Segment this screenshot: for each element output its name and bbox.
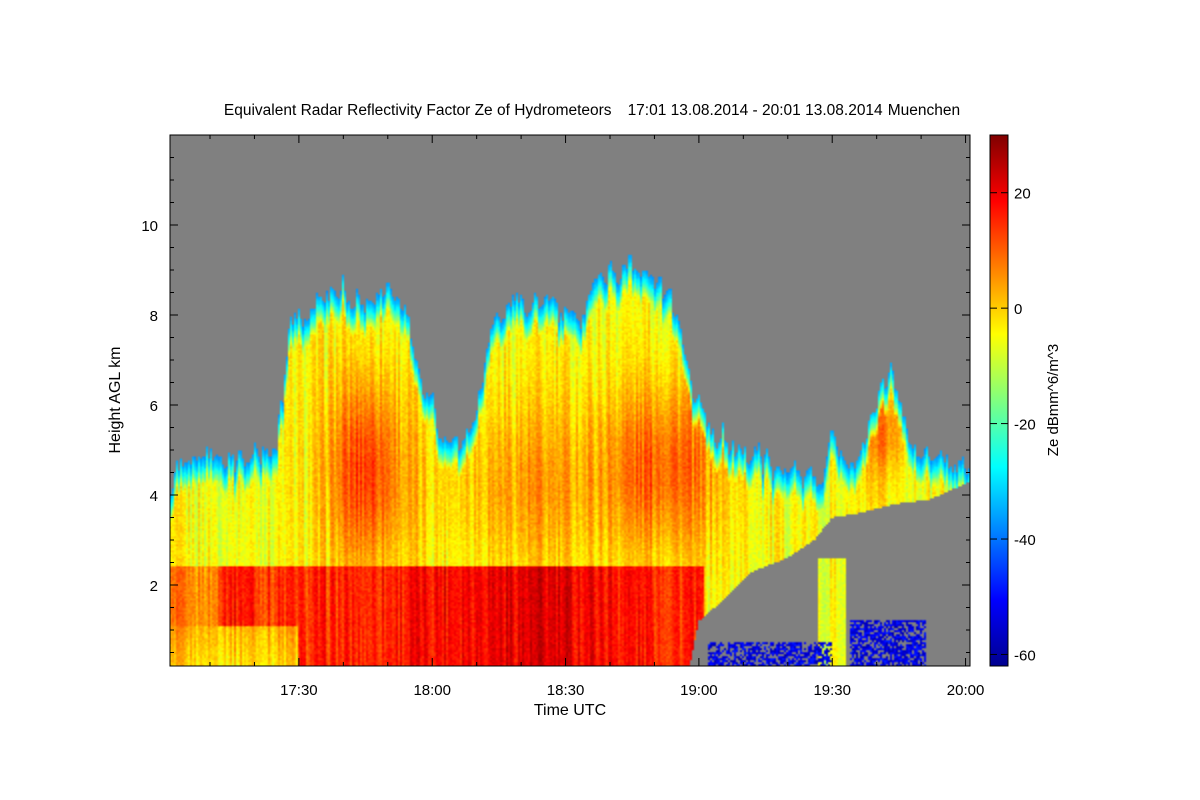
- colorbar: 20 0 -20 -40 -60 Ze dBmm^6/m^3: [989, 134, 1062, 667]
- plot-frame: [169, 134, 971, 667]
- x-axis-label: Time UTC: [534, 702, 606, 719]
- x-tick-label: 19:30: [813, 682, 851, 699]
- colorbar-ramp: [989, 134, 1009, 667]
- chart-title: Equivalent Radar Reflectivity Factor Ze …: [224, 102, 960, 119]
- x-tick-label: 20:00: [947, 682, 985, 699]
- title-station: Muenchen: [888, 102, 960, 119]
- y-tick-label: 8: [150, 308, 158, 325]
- colorbar-tick-label: 0: [1014, 301, 1022, 318]
- x-tick-label: 19:00: [680, 682, 718, 699]
- title-main: Equivalent Radar Reflectivity Factor Ze …: [224, 102, 612, 119]
- colorbar-tick-label: 20: [1014, 186, 1031, 203]
- y-tick-label: 6: [150, 398, 158, 415]
- x-tick-label: 18:30: [547, 682, 585, 699]
- plot-area: [170, 135, 970, 666]
- colorbar-label: Ze dBmm^6/m^3: [1045, 344, 1062, 456]
- y-tick-label: 2: [150, 578, 158, 595]
- colorbar-ticks: 20 0 -20 -40 -60: [990, 186, 1036, 664]
- y-axis: 2 4 6 8 10: [141, 134, 970, 653]
- colorbar-tick-label: -20: [1014, 417, 1036, 434]
- y-tick-label: 4: [150, 488, 158, 505]
- colorbar-tick-label: -60: [1014, 647, 1036, 664]
- colorbar-tick-label: -40: [1014, 532, 1036, 549]
- x-tick-label: 17:30: [280, 682, 318, 699]
- x-tick-label: 18:00: [413, 682, 451, 699]
- x-axis: 17:30 18:00 18:30 19:00 19:30 20:00: [209, 135, 985, 699]
- y-tick-label: 10: [141, 218, 158, 235]
- y-axis-label: Height AGL km: [107, 346, 124, 453]
- title-period: 17:01 13.08.2014 - 20:01 13.08.2014: [628, 102, 883, 119]
- reflectivity-heatmap: [170, 135, 970, 666]
